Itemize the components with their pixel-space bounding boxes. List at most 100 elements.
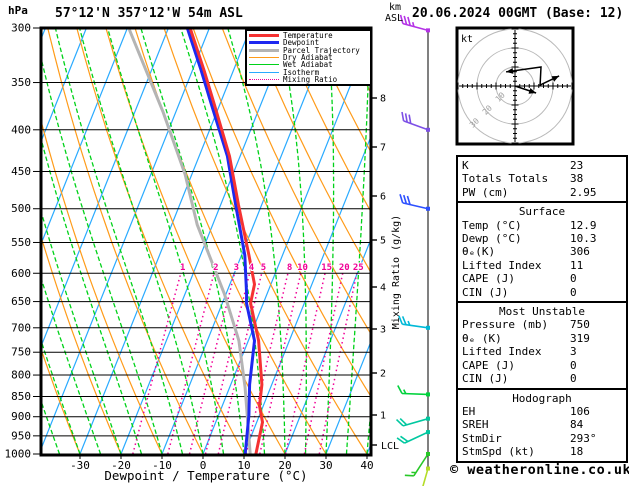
table-row: θₑ (K) 319 bbox=[462, 332, 622, 345]
table-row: StmSpd (kt) 18 bbox=[462, 445, 622, 458]
table-row-label: Lifted Index bbox=[462, 345, 542, 359]
table-row: CAPE (J) 0 bbox=[462, 359, 622, 372]
legend-swatch-temperature bbox=[249, 34, 279, 38]
table-row-label: StmSpd (kt) bbox=[462, 445, 535, 459]
pressure-tick-label: 900 bbox=[11, 410, 31, 423]
table-section-header: Most Unstable bbox=[498, 305, 586, 319]
table-row: θₑ(K) 306 bbox=[462, 245, 622, 258]
table-row-value: 23 bbox=[570, 159, 584, 172]
wet-adiabat-line bbox=[227, 28, 286, 455]
legend-row: Temperature bbox=[249, 32, 368, 39]
legend-swatch-dry-adiabat bbox=[249, 56, 279, 58]
wind-barb-column bbox=[395, 14, 430, 486]
mixing-ratio-value: 10 bbox=[297, 263, 308, 273]
legend-label: Parcel Trajectory bbox=[283, 45, 360, 55]
barb-feather bbox=[401, 316, 407, 326]
mixing-ratio-value: 2 bbox=[213, 263, 218, 273]
mixing-ratio-labels: 1 2 3 4 5 8 10 15 20 25 bbox=[179, 262, 365, 274]
legend-swatch-wet-adiabat bbox=[249, 64, 279, 66]
table-row-label: CAPE (J) bbox=[462, 358, 515, 372]
table-row-value: 0 bbox=[570, 285, 577, 299]
valid-datetime: 20.06.2024 00GMT (Base: 12) bbox=[412, 6, 624, 21]
wind-barb bbox=[401, 111, 430, 132]
barb-shaft bbox=[404, 431, 429, 444]
barb-station-dot bbox=[426, 392, 430, 397]
isotherm-line bbox=[120, 28, 292, 455]
temp-tick-label: -30 bbox=[70, 459, 90, 472]
pressure-tick-label: 400 bbox=[11, 123, 31, 136]
pressure-tick-label: 650 bbox=[11, 295, 31, 308]
table-row: Temp (°C) 12.9 bbox=[462, 219, 622, 232]
legend-swatch-mixing-ratio bbox=[249, 78, 279, 80]
table-row: Pressure (mb) 750 bbox=[462, 318, 622, 331]
table-row: Lifted Index 3 bbox=[462, 345, 622, 358]
barb-feather bbox=[408, 114, 412, 124]
wind-barb bbox=[396, 430, 430, 444]
table-section-surface: Surface Temp (°C) 12.9 Dewp (°C) 10.3 θₑ(K) 30… bbox=[456, 201, 628, 304]
barb-feather bbox=[406, 195, 411, 205]
pressure-tick-label: 300 bbox=[11, 22, 31, 35]
barb-half-feather bbox=[402, 389, 407, 395]
barb-shaft bbox=[401, 392, 429, 396]
temperature-axis-label: Dewpoint / Temperature (°C) bbox=[104, 468, 308, 483]
wet-adiabat-line bbox=[54, 28, 184, 455]
lcl-label: LCL bbox=[381, 441, 399, 452]
legend-label: Dewpoint bbox=[283, 38, 320, 48]
temp-tick-label: 40 bbox=[360, 459, 373, 472]
table-row: Dewp (°C) 10.3 bbox=[462, 232, 622, 245]
legend-swatch-isotherm bbox=[249, 71, 279, 73]
table-row-value: 293° bbox=[570, 431, 597, 445]
mixing-ratio-value: 20 bbox=[339, 263, 350, 273]
isotherm-line bbox=[325, 339, 371, 455]
plot-border bbox=[39, 26, 373, 457]
credit-text: © weatheronline.co.uk bbox=[450, 462, 629, 478]
table-row: EH 106 bbox=[462, 405, 622, 418]
isotherm-line bbox=[41, 28, 210, 451]
table-row-label: Pressure (mb) bbox=[462, 318, 549, 332]
legend-row: Mixing Ratio bbox=[249, 76, 368, 83]
barb-station-dot bbox=[426, 452, 430, 456]
pressure-tick-label: 600 bbox=[11, 267, 31, 280]
altitude-axis-unit-asl: ASL bbox=[385, 13, 404, 24]
legend-row: Dry Adiabat bbox=[249, 54, 368, 61]
table-row-label: Totals Totals bbox=[462, 172, 549, 186]
table-row: Lifted Index 11 bbox=[462, 259, 622, 272]
km-scale: 8 7 6 5 4 3 2 1 LCL Mixing Ratio (g/kg) bbox=[371, 94, 402, 452]
table-row-label: K bbox=[462, 159, 469, 172]
temperature-line bbox=[188, 28, 264, 455]
isotherm-line bbox=[41, 28, 87, 144]
wind-barb bbox=[397, 385, 430, 397]
dry-adiabat-line bbox=[134, 28, 327, 455]
table-section-hodograph: Hodograph EH 106 SREH 84 StmDir 293° StmSpd (kt… bbox=[456, 387, 628, 463]
barb-feather bbox=[396, 437, 405, 444]
mixing-ratio-value: 25 bbox=[353, 263, 364, 273]
legend-row: Isotherm bbox=[249, 67, 368, 77]
table-row-label: θₑ (K) bbox=[462, 331, 502, 345]
barb-shaft bbox=[402, 22, 429, 32]
table-row-label: θₑ(K) bbox=[462, 245, 496, 259]
legend-row: Dewpoint bbox=[249, 38, 368, 48]
mixing-ratio-value: 4 bbox=[249, 263, 255, 273]
indices-table: K 23 Totals Totals 38 PW (cm) 2.95 Surface Temp… bbox=[456, 155, 628, 463]
km-tick-label: 5 bbox=[380, 236, 386, 247]
legend-row: Parcel Trajectory bbox=[249, 45, 368, 55]
wind-barb bbox=[404, 452, 430, 477]
barb-half-feather bbox=[407, 320, 411, 326]
km-tick-label: 3 bbox=[380, 325, 386, 336]
legend-label: Isotherm bbox=[283, 67, 320, 77]
km-tick-label: 6 bbox=[380, 192, 386, 203]
barb-feather bbox=[400, 435, 409, 443]
wind-barb bbox=[422, 466, 430, 486]
km-tick-label: 1 bbox=[380, 411, 386, 422]
wet-adiabat-line bbox=[278, 28, 307, 455]
pressure-axis-unit: hPa bbox=[8, 4, 28, 17]
barb-feather bbox=[401, 111, 405, 122]
wind-barb bbox=[399, 14, 430, 33]
dewpoint-line bbox=[185, 28, 256, 455]
barb-feather bbox=[402, 194, 408, 204]
table-row-label: CIN (J) bbox=[462, 372, 509, 386]
temp-tick-label: -10 bbox=[152, 459, 172, 472]
table-row-value: 0 bbox=[570, 372, 577, 386]
